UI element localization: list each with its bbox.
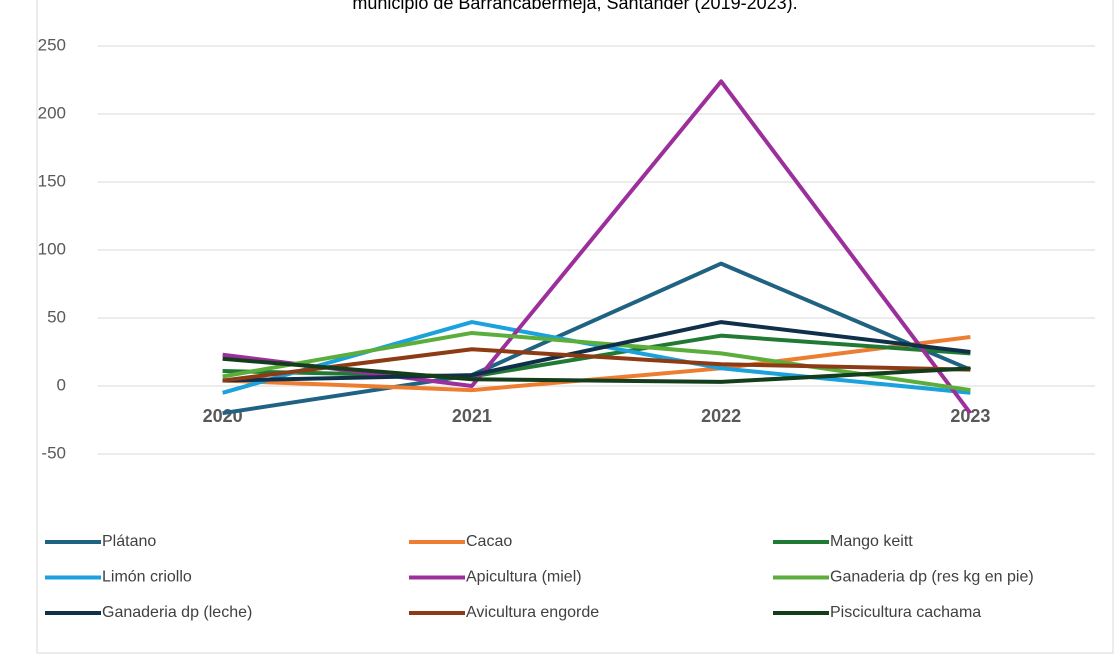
series-line <box>222 320 971 383</box>
legend-label: Limón criollo <box>102 569 192 586</box>
chart-title: municipio de Barrancabermeja, Santander … <box>352 0 797 13</box>
legend-label: Mango keitt <box>830 533 913 550</box>
series-line <box>222 261 972 416</box>
series-line <box>222 347 971 383</box>
y-tick-label: 150 <box>38 171 66 190</box>
legend-label: Ganaderia dp (leche) <box>102 604 252 621</box>
legend-label: Piscicultura cachama <box>830 604 981 621</box>
series-line <box>222 320 971 395</box>
y-tick-label: 200 <box>38 103 66 122</box>
legend-label: Ganaderia dp (res kg en pie) <box>830 569 1034 586</box>
legend-label: Cacao <box>466 533 512 550</box>
chart-frame <box>36 0 1114 654</box>
legend-label: Avicultura engorde <box>466 604 599 621</box>
y-tick-label: 0 <box>57 375 66 394</box>
y-tick-label: 250 <box>38 35 66 54</box>
series-line <box>222 356 971 384</box>
x-tick-label: 2022 <box>701 406 741 426</box>
y-tick-label: -50 <box>41 443 66 462</box>
legend-label: Plátano <box>102 533 156 550</box>
x-tick-label: 2023 <box>950 406 990 426</box>
series-line <box>222 330 971 393</box>
series-line <box>222 79 972 415</box>
y-tick-label: 100 <box>38 239 66 258</box>
x-tick-label: 2020 <box>203 406 243 426</box>
x-tick-label: 2021 <box>452 406 492 426</box>
y-tick-label: 50 <box>47 307 66 326</box>
legend-label: Apicultura (miel) <box>466 569 582 586</box>
